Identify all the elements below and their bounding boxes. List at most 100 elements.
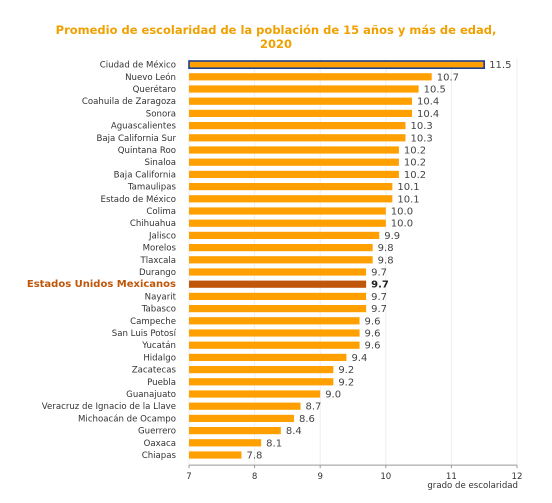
category-label-5: Aguascalientes <box>111 122 177 132</box>
bar-7 <box>189 146 399 154</box>
x-axis: 7 8 9 10 11 12 <box>186 464 523 482</box>
category-label-17: Durango <box>139 268 176 278</box>
category-label-6: Baja California Sur <box>96 134 176 144</box>
value-label-7: 10.2 <box>404 146 426 157</box>
value-label-21: 9.6 <box>365 316 381 327</box>
bar-29 <box>189 414 294 422</box>
bar-9 <box>189 170 399 178</box>
bars-group: Ciudad de México 11.5 Nuevo León 10.7 Querét… <box>27 60 512 462</box>
category-label-31: Oaxaca <box>144 439 176 449</box>
category-label-26: Puebla <box>147 378 176 388</box>
bar-23 <box>189 341 360 349</box>
value-label-6: 10.3 <box>410 133 432 144</box>
category-label-3: Coahuila de Zaragoza <box>82 97 176 107</box>
category-label-24: Hidalgo <box>143 353 176 363</box>
bar-1 <box>189 73 432 81</box>
x-tick-label-7: 7 <box>186 472 191 482</box>
bar-15 <box>189 244 373 252</box>
value-label-5: 10.3 <box>410 121 432 132</box>
category-label-32: Chiapas <box>142 451 177 461</box>
category-label-9: Baja California <box>114 170 176 180</box>
category-label-15: Morelos <box>143 244 177 254</box>
value-label-26: 9.2 <box>338 377 354 388</box>
value-label-27: 9.0 <box>325 390 341 401</box>
category-label-16: Tlaxcala <box>140 256 176 266</box>
bar-22 <box>189 329 360 337</box>
value-label-23: 9.6 <box>365 341 381 352</box>
bar-8 <box>189 158 399 166</box>
x-tick-label-9: 9 <box>317 472 322 482</box>
category-label-1: Nuevo León <box>125 72 176 83</box>
chart-title-line-1: Promedio de escolaridad de la población … <box>56 23 497 37</box>
bar-12 <box>189 207 386 215</box>
category-label-29: Michoacán de Ocampo <box>78 414 176 424</box>
value-label-11: 10.1 <box>397 194 419 205</box>
bar-24 <box>189 353 347 361</box>
category-label-8: Sinaloa <box>145 158 176 168</box>
category-label-7: Quintana Roo <box>118 146 176 156</box>
bar-26 <box>189 378 334 386</box>
x-tick-label-12: 12 <box>512 472 523 482</box>
category-label-22: San Luis Potosí <box>112 329 177 339</box>
category-label-10: Tamaulipas <box>127 183 177 193</box>
bar-20 <box>189 305 367 313</box>
value-label-20: 9.7 <box>371 304 387 315</box>
bar-6 <box>189 134 406 142</box>
x-axis-label: grado de escolaridad <box>427 481 518 491</box>
bar-2 <box>189 85 419 93</box>
category-label-25: Zacatecas <box>132 366 177 376</box>
value-label-16: 9.8 <box>378 255 394 266</box>
value-label-14: 9.9 <box>384 231 400 242</box>
bar-25 <box>189 366 334 374</box>
value-label-12: 10.0 <box>391 207 413 218</box>
bar-30 <box>189 427 281 435</box>
category-label-14: Jalisco <box>148 231 176 241</box>
bar-27 <box>189 390 321 398</box>
bar-19 <box>189 292 367 300</box>
x-tick-label-8: 8 <box>252 472 257 482</box>
value-label-8: 10.2 <box>404 158 426 169</box>
bar-21 <box>189 317 360 325</box>
bar-10 <box>189 183 393 191</box>
x-tick-label-11: 11 <box>446 472 457 482</box>
category-label-4: Sonora <box>146 109 176 119</box>
value-label-1: 10.7 <box>437 72 459 83</box>
value-label-13: 10.0 <box>391 219 413 230</box>
category-label-0: Ciudad de México <box>100 60 176 71</box>
value-label-2: 10.5 <box>424 85 446 96</box>
value-label-10: 10.1 <box>397 182 419 193</box>
bar-13 <box>189 219 386 227</box>
value-label-3: 10.4 <box>417 97 439 108</box>
value-label-31: 8.1 <box>266 438 282 449</box>
value-label-9: 10.2 <box>404 170 426 181</box>
bar-17 <box>189 268 367 276</box>
value-label-29: 8.6 <box>299 414 315 425</box>
value-label-19: 9.7 <box>371 292 387 303</box>
value-label-30: 8.4 <box>286 426 302 437</box>
bar-4 <box>189 109 413 117</box>
category-label-30: Guerrero <box>138 427 176 437</box>
value-label-28: 8.7 <box>306 402 322 413</box>
bar-5 <box>189 122 406 130</box>
value-label-15: 9.8 <box>378 243 394 254</box>
value-label-18: 9.7 <box>371 280 389 291</box>
bar-31 <box>189 439 262 447</box>
category-label-13: Chihuahua <box>130 219 176 229</box>
bar-18 <box>189 280 367 288</box>
bar-3 <box>189 97 413 105</box>
value-label-25: 9.2 <box>338 365 354 376</box>
bar-11 <box>189 195 393 203</box>
value-label-4: 10.4 <box>417 109 439 120</box>
category-label-21: Campeche <box>130 317 176 327</box>
category-label-23: Yucatán <box>141 341 176 351</box>
value-label-32: 7.8 <box>246 451 262 462</box>
category-label-2: Querétaro <box>133 84 176 95</box>
category-label-12: Colima <box>146 207 176 217</box>
value-label-24: 9.4 <box>351 353 367 364</box>
x-tick-label-10: 10 <box>380 472 391 482</box>
bar-0 <box>188 60 486 69</box>
value-label-0: 11.5 <box>489 60 511 71</box>
category-label-19: Nayarit <box>145 292 177 302</box>
category-label-11: Estado de México <box>101 194 176 205</box>
